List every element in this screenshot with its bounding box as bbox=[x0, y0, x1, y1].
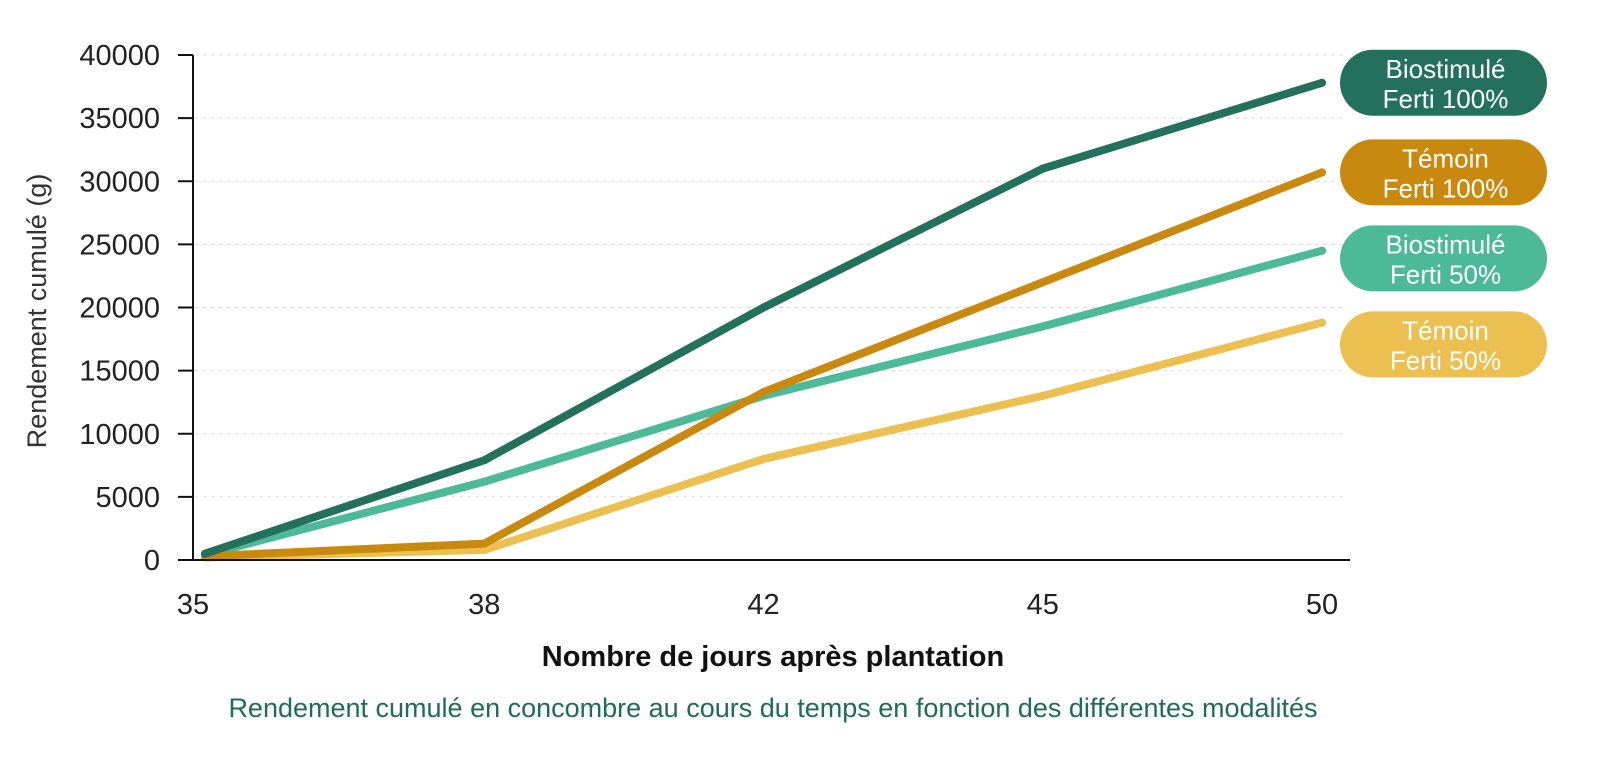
data-point bbox=[1038, 164, 1047, 173]
data-point bbox=[480, 539, 489, 548]
data-point bbox=[1038, 278, 1047, 287]
data-point bbox=[480, 545, 489, 554]
data-point bbox=[1038, 391, 1047, 400]
data-point bbox=[759, 303, 768, 312]
legend-label: Ferti 100% bbox=[1383, 173, 1509, 203]
y-axis-ticks: 0 5000 10000 15000 20000 25000 30000 35000 40000 bbox=[79, 40, 193, 577]
legend-pill bbox=[1340, 311, 1547, 378]
y-tick-label: 35000 bbox=[79, 103, 160, 135]
series-line bbox=[201, 78, 1326, 558]
legend-label: Ferti 100% bbox=[1383, 84, 1509, 114]
data-point bbox=[1318, 318, 1326, 327]
data-point bbox=[1038, 322, 1047, 331]
x-tick-label: 45 bbox=[1027, 589, 1059, 621]
legend-label: Ferti 50% bbox=[1390, 259, 1501, 289]
y-tick-label: 0 bbox=[144, 545, 160, 577]
x-axis-ticks: 35 38 42 45 50 bbox=[177, 589, 1338, 621]
data-point bbox=[759, 455, 768, 463]
legend-pill bbox=[1340, 225, 1547, 292]
y-tick-label: 20000 bbox=[79, 293, 160, 325]
x-tick-label: 38 bbox=[468, 589, 500, 621]
series-layer bbox=[201, 78, 1326, 562]
data-point bbox=[1318, 246, 1326, 255]
data-point bbox=[1318, 78, 1326, 87]
legend-label: Témoin bbox=[1402, 143, 1489, 173]
y-tick-label: 30000 bbox=[79, 166, 160, 198]
series-line bbox=[201, 246, 1326, 559]
y-tick-label: 5000 bbox=[95, 482, 160, 514]
x-tick-label: 42 bbox=[747, 589, 779, 621]
y-axis-title: Rendement cumulé (g) bbox=[22, 174, 52, 449]
x-axis-title: Nombre de jours après plantation bbox=[542, 641, 1004, 673]
x-tick-label: 35 bbox=[177, 589, 209, 621]
legend-label: Ferti 50% bbox=[1390, 345, 1501, 375]
data-point bbox=[480, 477, 489, 486]
y-tick-label: 15000 bbox=[79, 356, 160, 388]
data-point bbox=[201, 549, 209, 558]
series-line bbox=[201, 318, 1326, 562]
y-tick-label: 40000 bbox=[79, 40, 160, 72]
x-tick-label: 50 bbox=[1306, 589, 1338, 621]
legend-label: Témoin bbox=[1402, 315, 1489, 345]
y-tick-label: 10000 bbox=[79, 419, 160, 451]
grid-layer bbox=[195, 54, 1345, 498]
chart-caption: Rendement cumulé en concombre au cours d… bbox=[228, 693, 1317, 723]
legend-pill bbox=[1340, 139, 1547, 206]
data-point bbox=[759, 388, 768, 397]
y-tick-label: 25000 bbox=[79, 229, 160, 261]
legend-label: Biostimulé bbox=[1386, 229, 1506, 259]
legend-pill bbox=[1340, 49, 1547, 116]
data-point bbox=[480, 456, 489, 465]
legend-label: Biostimulé bbox=[1386, 54, 1506, 84]
data-point bbox=[1318, 168, 1326, 177]
